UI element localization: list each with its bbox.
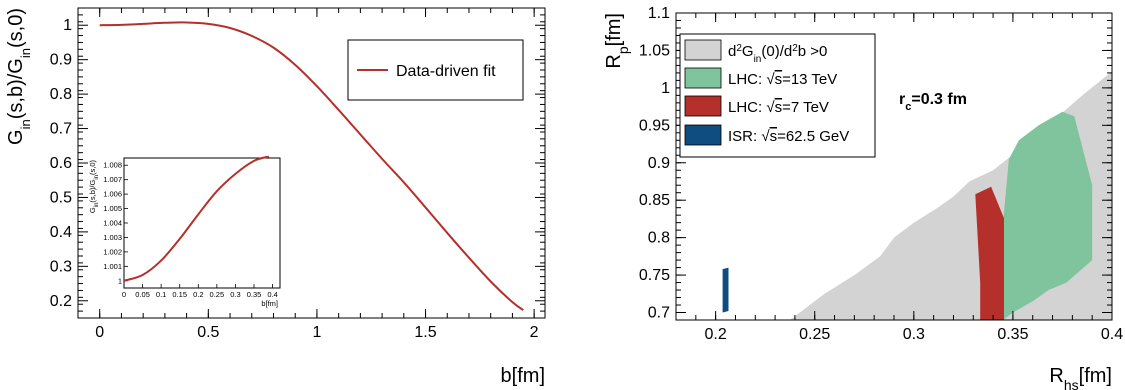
y-tick-label: 0.4 bbox=[50, 224, 72, 241]
inset-y-tick-label: 1.004 bbox=[103, 219, 122, 228]
y-tick-label: 0.75 bbox=[639, 267, 670, 284]
regions bbox=[722, 71, 1112, 320]
inset-y-axis-title: Gin(s,b)/Gin(s,0) bbox=[88, 159, 100, 213]
y-tick-label: 0.7 bbox=[648, 305, 670, 322]
x-tick-label: 2 bbox=[530, 324, 539, 341]
inset-x-tick-label: 0.3 bbox=[230, 290, 240, 299]
inset-x-tick-label: 0.15 bbox=[172, 290, 187, 299]
x-tick-label: 0 bbox=[95, 324, 104, 341]
y-tick-label: 1 bbox=[661, 80, 670, 97]
x-tick-label: 1 bbox=[312, 324, 321, 341]
legend-label: Data-driven fit bbox=[396, 63, 496, 80]
y-tick-label: 0.9 bbox=[50, 52, 72, 69]
x-tick-label: 0.25 bbox=[799, 326, 830, 343]
inset-x-tick-label: 0.2 bbox=[193, 290, 203, 299]
legend: d2Gin(0)/d2b >0 LHC: √s=13 TeV LHC: √s=7 T… bbox=[679, 33, 876, 158]
y-tick-label: 0.3 bbox=[50, 258, 72, 275]
inset-y-tick-label: 1.002 bbox=[103, 247, 122, 256]
legend-swatch bbox=[684, 39, 722, 61]
y-axis-title: Rp[fm] bbox=[603, 13, 631, 69]
y-tick-label: 0.85 bbox=[639, 192, 670, 209]
legend-swatch bbox=[684, 67, 722, 89]
y-axis-title: Gin(s,b)/Gin(s,0) bbox=[5, 8, 33, 145]
region-lhc-7tev bbox=[975, 186, 1004, 320]
legend: Data-driven fit bbox=[347, 39, 524, 101]
inset-x-tick-label: 0 bbox=[122, 290, 126, 299]
inset-y-tick-label: 1.005 bbox=[103, 204, 122, 213]
x-tick-label: 0.3 bbox=[903, 326, 925, 343]
y-tick-label: 1.1 bbox=[648, 5, 670, 22]
y-tick-label: 0.2 bbox=[50, 293, 72, 310]
legend-label-isr-62gev: ISR: √s=62.5 GeV bbox=[728, 128, 849, 145]
inset-x-axis-title: b[fm] bbox=[261, 299, 278, 308]
inset-chart: 0 0.05 0.1 0.15 0.2 0.25 0.3 0.35 0.4 1 1.001 1.002… bbox=[88, 155, 281, 308]
region-isr-62gev bbox=[722, 267, 729, 313]
y-tick-label: 1 bbox=[63, 17, 72, 34]
x-tick-label: 0.4 bbox=[1101, 326, 1123, 343]
legend-label-concave: d2Gin(0)/d2b >0 bbox=[728, 43, 827, 65]
x-axis-title: Rhs[fm] bbox=[1049, 365, 1112, 390]
inset-y-tick-label: 1.003 bbox=[103, 233, 122, 242]
x-axis-title: b[fm] bbox=[501, 365, 545, 387]
x-tick-label: 1.5 bbox=[414, 324, 436, 341]
legend-swatch bbox=[684, 95, 722, 117]
inset-y-tick-label: 1.008 bbox=[103, 161, 122, 170]
annotation-rc: rc=0.3 fm bbox=[899, 91, 967, 113]
inset-y-tick-label: 1.006 bbox=[103, 190, 122, 199]
inset-x-tick-label: 0.1 bbox=[156, 290, 166, 299]
y-tick-label: 0.7 bbox=[50, 121, 72, 138]
inset-y-tick-label: 1.001 bbox=[103, 262, 122, 271]
inset-y-tick-label: 1.007 bbox=[103, 175, 122, 184]
inset-x-tick-label: 0.25 bbox=[210, 290, 225, 299]
legend-swatch bbox=[684, 124, 722, 146]
x-tick-label: 0.2 bbox=[705, 326, 727, 343]
right-chart: 0.2 0.25 0.3 0.35 0.4 0.7 0.75 0.8 0.85 0.9 0.95 1 1… bbox=[603, 5, 1123, 390]
y-tick-label: 0.9 bbox=[648, 155, 670, 172]
y-tick-label: 0.8 bbox=[648, 230, 670, 247]
series-line-data-driven-fit bbox=[99, 21, 524, 311]
y-tick-label: 0.5 bbox=[50, 189, 72, 206]
inset-y-tick-label: 1 bbox=[118, 276, 122, 285]
inset-series-line bbox=[123, 155, 270, 282]
x-tick-label: 0.5 bbox=[197, 324, 219, 341]
inset-x-tick-label: 0.4 bbox=[267, 290, 277, 299]
inset-x-tick-label: 0.35 bbox=[247, 290, 262, 299]
x-tick-label: 0.35 bbox=[997, 326, 1028, 343]
left-chart: 0 0.5 1 1.5 2 0.2 0.3 0.4 0.5 0.6 0.7 0.8 0.9 1 b[fm] G… bbox=[5, 7, 546, 387]
inset-frame bbox=[123, 157, 281, 289]
y-tick-label: 1.05 bbox=[639, 42, 670, 59]
legend-label-lhc-13tev: LHC: √s=13 TeV bbox=[728, 71, 837, 88]
region-lhc-13tev bbox=[1003, 111, 1093, 320]
y-tick-label: 0.95 bbox=[639, 117, 670, 134]
y-tick-label: 0.6 bbox=[50, 155, 72, 172]
inset-x-tick-label: 0.05 bbox=[135, 290, 150, 299]
legend-label-lhc-7tev: LHC: √s=7 TeV bbox=[728, 99, 829, 116]
y-tick-label: 0.8 bbox=[50, 86, 72, 103]
